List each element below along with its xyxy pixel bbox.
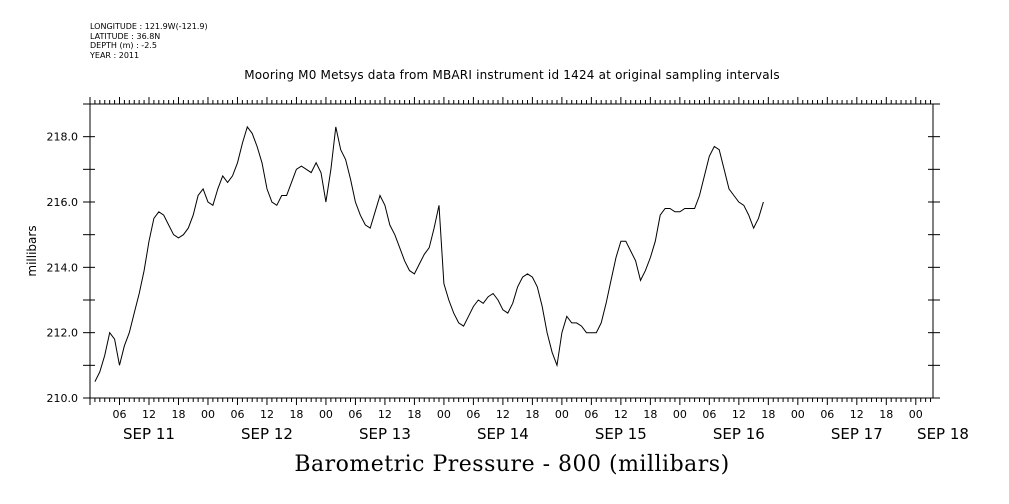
y-axis-label: millibars — [25, 225, 39, 276]
x-hour-label: 12 — [142, 408, 156, 421]
x-hour-label: 00 — [909, 408, 923, 421]
year-text: YEAR : 2011 — [90, 50, 140, 60]
y-tick-label: 214.0 — [47, 261, 79, 274]
plot-frame — [89, 103, 934, 399]
x-hour-label: 00 — [437, 408, 451, 421]
chart-caption: Barometric Pressure - 800 (millibars) — [294, 452, 730, 477]
x-day-label: SEP 15 — [595, 425, 647, 443]
x-hour-label: 06 — [466, 408, 480, 421]
x-hour-label: 12 — [850, 408, 864, 421]
x-hour-label: 12 — [732, 408, 746, 421]
depth-text: DEPTH (m) : -2.5 — [90, 41, 157, 50]
x-day-label: SEP 16 — [713, 425, 765, 443]
x-hour-label: 06 — [820, 408, 834, 421]
x-hour-label: 06 — [348, 408, 362, 421]
chart-title: Mooring M0 Metsys data from MBARI instru… — [244, 68, 780, 82]
x-hour-label: 00 — [319, 408, 333, 421]
x-hour-label: 12 — [496, 408, 510, 421]
x-day-label: SEP 14 — [477, 425, 529, 443]
x-day-label: SEP 17 — [831, 425, 883, 443]
x-hour-label: 00 — [791, 408, 805, 421]
x-hour-label: 18 — [171, 408, 185, 421]
y-tick-label: 218.0 — [47, 131, 79, 144]
x-hour-label: 06 — [230, 408, 244, 421]
x-hour-label: 06 — [702, 408, 716, 421]
pressure-series-line — [94, 125, 764, 382]
x-hour-label: 18 — [643, 408, 657, 421]
x-hour-label: 12 — [378, 408, 392, 421]
x-hour-label: 06 — [112, 408, 126, 421]
y-tick-label: 216.0 — [47, 196, 79, 209]
x-day-label: SEP 13 — [359, 425, 411, 443]
x-hour-label: 12 — [614, 408, 628, 421]
x-day-label: SEP 12 — [241, 425, 293, 443]
x-hour-label: 18 — [761, 408, 775, 421]
x-hour-label: 06 — [584, 408, 598, 421]
x-hour-label: 18 — [407, 408, 421, 421]
x-hour-label: 12 — [260, 408, 274, 421]
x-day-label: SEP 18 — [917, 425, 969, 443]
longitude-text: LONGITUDE : 121.9W(-121.9) — [90, 22, 208, 31]
metadata-block: LONGITUDE : 121.9W(-121.9) LATITUDE : 36… — [90, 22, 208, 60]
x-day-label: SEP 11 — [123, 425, 175, 443]
x-hour-label: 00 — [555, 408, 569, 421]
x-hour-label: 18 — [879, 408, 893, 421]
x-hour-label: 00 — [201, 408, 215, 421]
y-tick-label: 210.0 — [47, 392, 79, 405]
x-hour-label: 18 — [289, 408, 303, 421]
x-hour-label: 00 — [673, 408, 687, 421]
latitude-text: LATITUDE : 36.8N — [90, 31, 161, 41]
x-hour-label: 18 — [525, 408, 539, 421]
y-tick-label: 212.0 — [47, 327, 79, 340]
